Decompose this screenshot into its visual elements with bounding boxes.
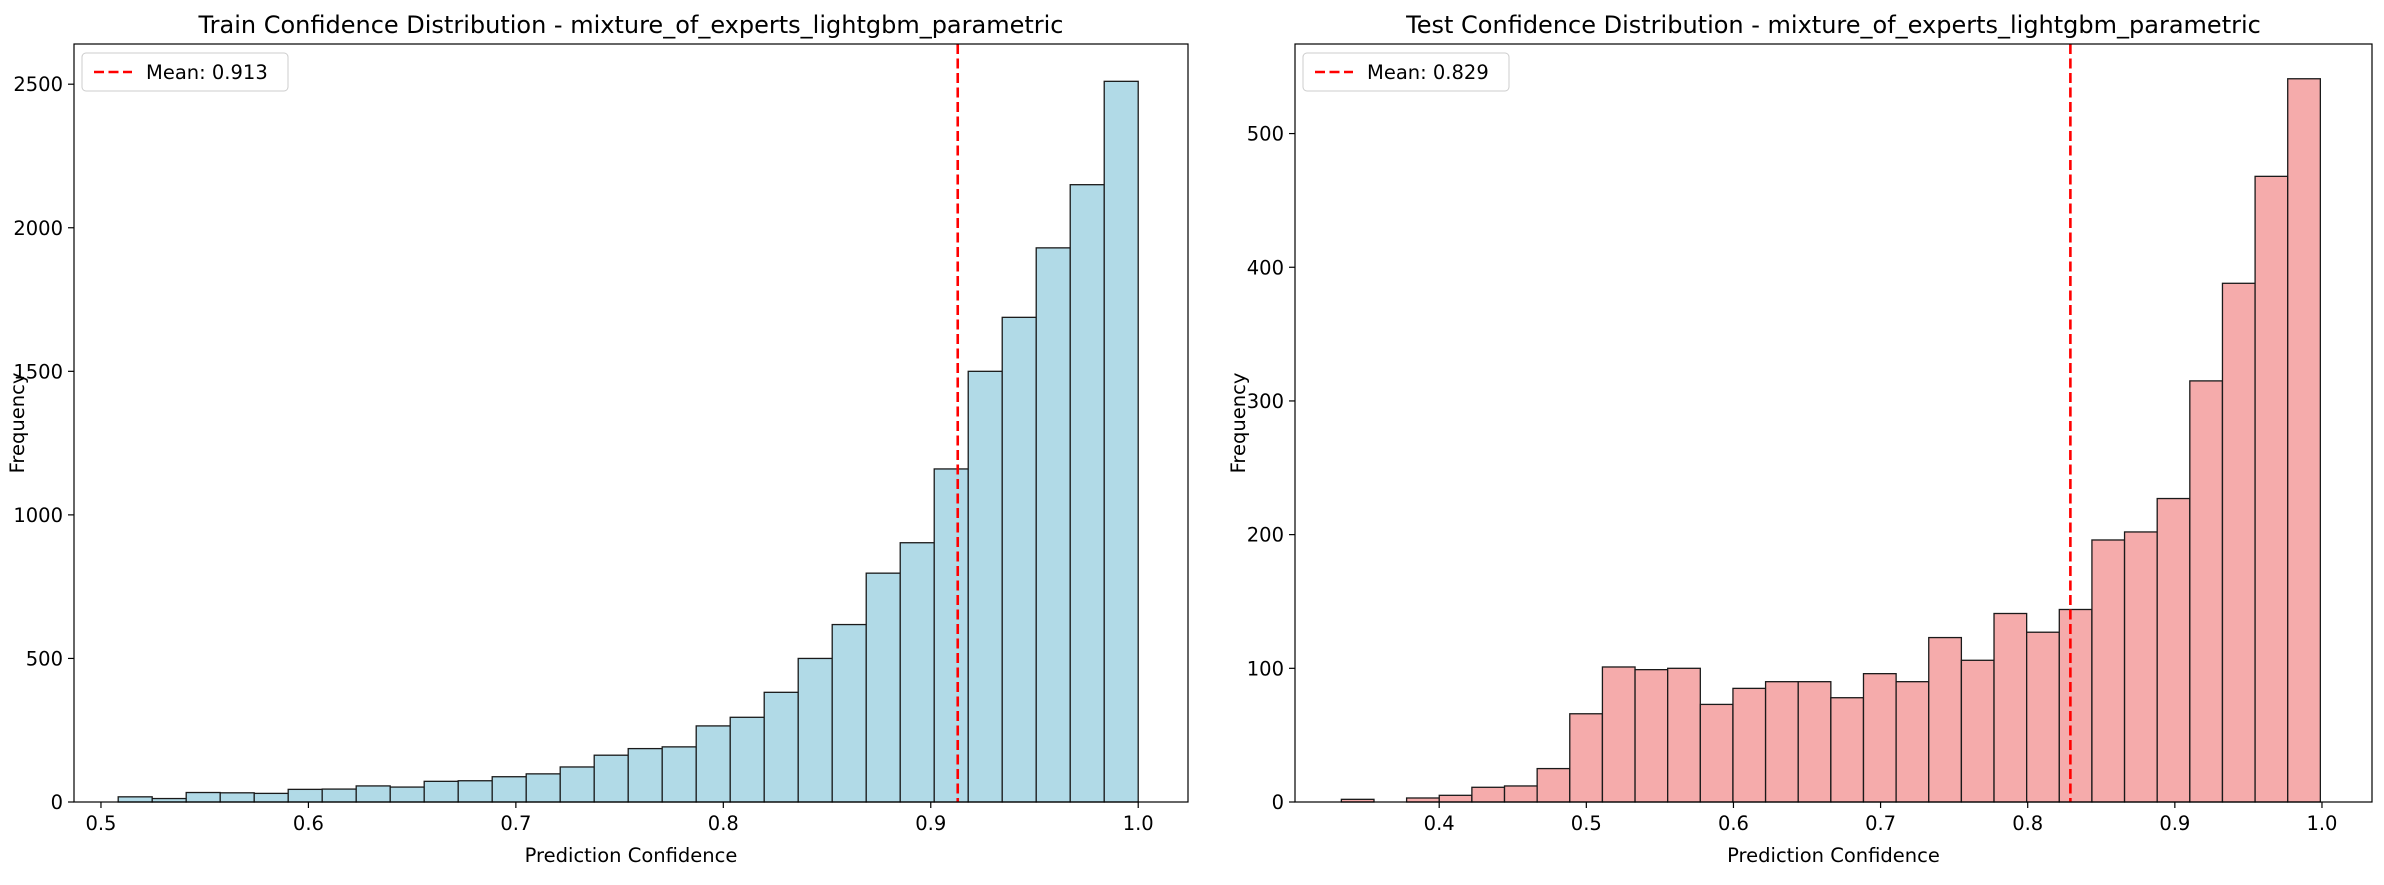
histogram-bar [2156,497,2191,803]
histogram-bar [559,766,595,803]
histogram-bar [831,623,867,803]
y-axis-label: Frequency [1227,373,1250,474]
histogram-bar [1438,794,1473,803]
histogram-bar [1103,80,1139,803]
histogram-bar [1895,681,1930,803]
histogram-bar [1797,681,1832,803]
histogram-bar [797,657,833,803]
x-tick-label: 0.7 [1865,812,1896,835]
histogram-bar [2026,631,2060,803]
histogram-bar [1405,797,1440,803]
histogram-bar [1069,184,1105,803]
histogram-bar [1830,697,1865,803]
histogram-bar [1634,669,1669,803]
histogram-bar [729,716,765,803]
x-tick-label: 0.9 [2159,812,2190,835]
plot-frame [1294,43,2373,803]
histogram-bar [2221,282,2256,803]
histogram-bar [2058,608,2093,803]
histogram-bar [899,542,935,803]
x-tick-label: 0.7 [500,812,531,835]
y-tick-label: 0 [51,791,63,814]
histogram-bar [185,791,221,803]
histogram-bar [1536,767,1571,803]
histogram-bar [1993,612,2028,803]
histogram-bar [2123,531,2158,803]
histogram-bar [661,746,697,803]
histogram-bar [865,572,901,803]
y-tick-label: 1500 [13,360,63,383]
y-tick-label: 300 [1247,390,1284,413]
chart-title: Test Confidence Distribution - mixture_o… [1405,11,2261,39]
histogram-bar [219,792,255,803]
legend: Mean: 0.913 [81,52,289,92]
train-confidence-chart: 0.5 0.6 0.7 0.8 0.9 1.0 0 500 1000 1500 2000 2500 Tr… [6,11,1189,867]
legend-label: Mean: 0.829 [1367,61,1489,84]
histogram-bar [933,468,969,803]
histogram-bar [1035,247,1071,803]
histogram-bar [287,788,323,803]
histogram-bar [1503,785,1538,803]
plot-frame [73,43,1189,803]
y-tick-label: 1000 [13,504,63,527]
y-tick-label: 100 [1247,657,1284,680]
legend: Mean: 0.829 [1302,52,1510,92]
histogram-bar [2091,539,2126,803]
histogram-bar [117,796,153,803]
histogram-bar [423,780,459,803]
histogram-bar [2287,78,2321,803]
legend-box [1302,52,1510,92]
histogram-bar [491,776,527,803]
histogram-bar [967,370,1003,803]
test-confidence-chart: 0.4 0.5 0.6 0.7 0.8 0.9 1.0 0 100 200 300 400 500 Tes… [1227,11,2373,867]
x-axis-label: Prediction Confidence [1727,844,1940,867]
x-tick-label: 0.6 [293,812,324,835]
chart-title: Train Confidence Distribution - mixture_… [198,11,1064,39]
histogram-bar [253,792,289,803]
histogram-bar [1862,673,1897,803]
histogram-bar [593,754,629,803]
histogram-bar [457,780,493,803]
histogram-bar [1699,703,1734,803]
histogram-bar [389,786,425,803]
x-tick-label: 1.0 [1123,812,1154,835]
x-tick-label: 0.9 [915,812,946,835]
histogram-bar [1601,666,1636,803]
histogram-bar [763,691,799,803]
y-tick-label: 0 [1272,791,1284,814]
histogram-bar [1764,681,1799,803]
x-tick-label: 0.8 [708,812,739,835]
histogram-bar [1569,713,1604,803]
legend-box [81,52,289,92]
histogram-bar [1471,786,1506,803]
legend-label: Mean: 0.913 [146,61,268,84]
y-tick-label: 400 [1247,256,1284,279]
histogram-bar [695,725,731,803]
y-tick-label: 500 [1247,123,1284,146]
histogram-bar [1001,316,1037,803]
y-tick-label: 2500 [13,73,63,96]
x-tick-label: 0.5 [1571,812,1602,835]
x-tick-label: 0.5 [85,812,116,835]
y-tick-label: 500 [26,647,63,670]
histogram-bar [355,785,391,803]
histogram-bar [627,747,663,803]
histogram-bar [1732,687,1767,803]
histogram-bar [1960,659,1995,803]
histogram-bar [1928,636,1963,803]
histogram-bar [525,773,561,803]
x-tick-label: 0.6 [1718,812,1749,835]
histogram-bar [2254,175,2289,803]
x-tick-label: 0.8 [2012,812,2043,835]
histogram-bar [1667,667,1701,803]
x-tick-label: 0.4 [1424,812,1455,835]
histogram-bar [2189,380,2224,803]
y-axis-label: Frequency [6,373,29,474]
y-tick-label: 200 [1247,524,1284,547]
x-tick-label: 1.0 [2306,812,2337,835]
x-axis-label: Prediction Confidence [525,844,738,867]
histogram-bar [321,788,357,803]
y-tick-label: 2000 [13,217,63,240]
